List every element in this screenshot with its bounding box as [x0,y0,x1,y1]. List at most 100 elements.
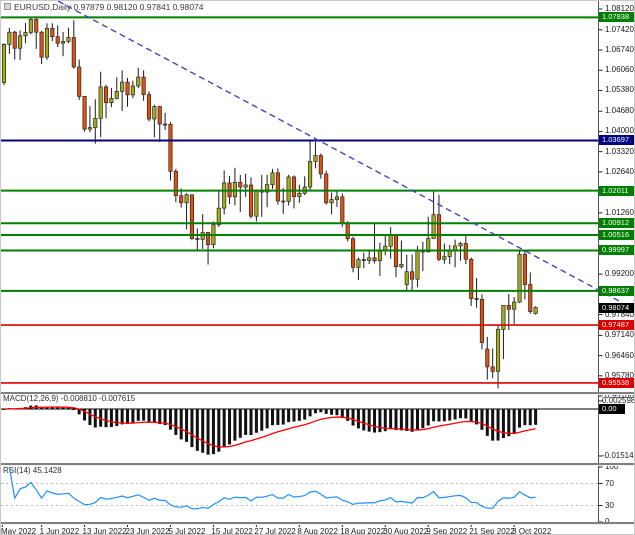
candle-body-bear [168,123,173,172]
macd-bar [281,409,285,425]
candle [179,188,184,208]
macd-bar [265,409,269,429]
candle-body-bull [265,184,270,193]
candle [222,170,227,215]
macd-bar [453,409,457,420]
macd-bar [93,409,97,428]
candle [275,168,280,205]
macd-bar [271,409,274,426]
rsi-line [8,466,536,510]
macd-bar [362,409,366,431]
candle [120,70,125,111]
candle [50,23,55,42]
candle [533,306,538,315]
macd-bar [56,407,60,409]
macd-bar [501,409,505,439]
candle-body-bull [44,27,50,58]
macd-bar [131,409,135,423]
candle-body-bull [415,250,420,280]
candle-body-bull [18,35,23,49]
macd-bar [378,409,382,433]
candle-body-bull [130,85,135,96]
macd-bar [335,409,339,416]
macd-bar [222,409,226,448]
candle [479,294,484,350]
candle-body-bull [334,196,339,200]
candle [334,190,339,207]
macd-bar [426,409,430,426]
candle-body-bull [495,329,501,372]
candle [506,294,511,331]
candle [453,239,458,268]
candle-body-bear [12,31,17,49]
candle [442,243,447,264]
candle [404,254,409,291]
macd-bar [480,409,484,430]
candle [501,304,506,360]
macd-bar [340,409,344,418]
candle-body-bull [431,214,436,239]
macd-bar [330,409,334,415]
candle [157,105,162,142]
macd-bar [179,409,183,440]
candle-body-bull [216,207,221,226]
macd-histogram [2,405,538,455]
candle-body-bear [77,66,82,97]
macd-bar [415,409,419,430]
candle-body-bull [458,243,463,247]
candle [324,170,329,205]
candle [512,297,517,325]
candle [415,245,420,288]
candle-body-bull [377,250,382,262]
candle [485,336,490,380]
candle-body-bull [297,192,302,197]
macd-signal-line [3,406,536,448]
macd-bar [534,409,538,425]
chart-title: EURUSD,Daily 0.97879 0.98120 0.97841 0.9… [4,2,204,12]
candle-body-bear [189,194,195,239]
candle [254,189,259,222]
candle-body-bull [447,250,452,257]
candle [297,184,302,203]
macd-bar [491,409,495,441]
macd-bar [297,409,301,421]
candle-body-bear [479,299,484,343]
macd-bar [88,409,92,425]
candle-body-bull [222,182,227,209]
macd-bar [174,409,178,435]
macd-bar [99,409,103,427]
chart-symbol-icon [4,3,11,10]
candle-body-bull [120,81,125,92]
candle [340,193,345,227]
macd-bar [206,409,210,455]
macd-bar [201,409,205,453]
macd-bar [50,406,54,409]
macd-bar [158,409,162,425]
macd-bar [287,409,291,423]
candle-body-bull [28,19,33,33]
candle [216,190,221,227]
candle [517,250,522,303]
macd-bar [249,409,253,436]
candle-body-bull [61,41,66,44]
candle [98,71,103,138]
candle-body-bull [313,155,318,162]
macd-bar [152,409,156,423]
macd-bar [136,409,140,421]
candle [302,176,307,196]
candle-body-bear [141,76,146,95]
candle [281,187,286,214]
macd-panel-resize-handle[interactable] [1,392,634,395]
rsi-panel-resize-handle[interactable] [1,463,634,466]
macd-bar [126,409,130,424]
macd-bar [523,409,527,426]
descending-trendline[interactable] [57,1,620,302]
candle [447,245,452,265]
macd-bar [496,409,500,441]
candle [173,168,178,203]
macd-bar [254,409,258,433]
candle [87,106,92,133]
candle-body-bull [517,253,522,303]
